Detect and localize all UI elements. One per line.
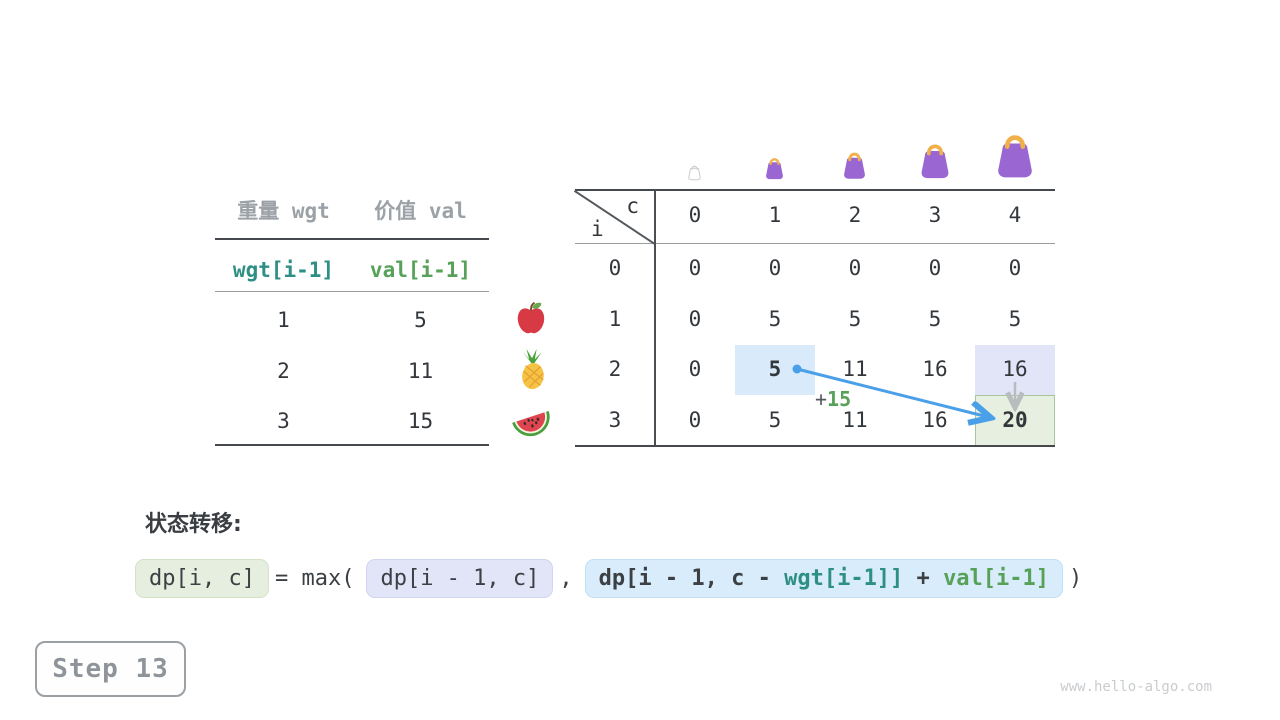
dp-row-0: 0 0 0 0 0 0 (575, 243, 1055, 294)
state-transition-formula: dp[i, c] = max( dp[i - 1, c] , dp[i - 1,… (135, 559, 1088, 598)
item-table-rule-bottom (215, 444, 489, 446)
step-badge: Step 13 (35, 641, 186, 697)
dp-table-rule-header (575, 242, 1055, 244)
col-header: 3 (928, 203, 942, 227)
item-row-2: 2 11 (215, 356, 489, 386)
dp-cell: 5 (768, 408, 782, 433)
formula-arg2-box: dp[i - 1, c - wgt[i-1]] + val[i-1] (584, 559, 1064, 598)
handbag-icon (921, 144, 949, 179)
val-index-label: val[i-1] (369, 258, 472, 282)
watermelon-icon (512, 410, 550, 437)
diagonal-line (574, 190, 656, 245)
formula-separator: , (559, 566, 573, 591)
handbag-icon (844, 152, 865, 179)
item-3-weight: 3 (277, 409, 290, 433)
pineapple-icon (522, 348, 544, 390)
formula-operator: = max( (274, 566, 355, 591)
dp-cell: 5 (848, 306, 862, 331)
formula-arg1-box: dp[i - 1, c] (366, 559, 554, 598)
dp-cell: 0 (688, 306, 702, 331)
row-label: 2 (608, 357, 622, 382)
item-1-value: 5 (414, 308, 427, 332)
arg2-plus: + (903, 566, 944, 591)
apple-icon (517, 301, 545, 334)
col-header: 2 (848, 203, 862, 227)
dp-cell-source-blue: 5 (768, 357, 782, 382)
item-table-rule-top (215, 238, 489, 240)
row-label: 0 (608, 256, 622, 281)
dp-table-vline (654, 190, 656, 445)
item-3-value: 15 (407, 409, 434, 433)
watermark: www.hello-algo.com (1060, 679, 1212, 695)
row-label: 3 (608, 408, 622, 433)
arg2-prefix: dp[i - 1, c - (598, 566, 785, 591)
arg2-wgt-term: wgt[i-1]] (784, 566, 904, 591)
dp-corner-cell: c i (574, 190, 656, 245)
item-1-weight: 1 (277, 308, 290, 332)
arg2-val-term: val[i-1] (943, 566, 1050, 591)
handbag-icon (766, 158, 783, 180)
dp-cell: 5 (928, 306, 942, 331)
col-header: 4 (1008, 203, 1022, 227)
dp-row-1: 1 0 5 5 5 5 (575, 294, 1055, 345)
col-header: 0 (688, 203, 702, 227)
item-2-weight: 2 (277, 359, 290, 383)
ghost-handbag-icon (688, 165, 701, 181)
formula-lhs-box: dp[i, c] (135, 559, 269, 598)
dp-table-body: 0 0 0 0 0 0 1 0 5 5 5 5 2 0 5 11 16 16 3… (575, 243, 1055, 445)
plus-sign: + (815, 387, 828, 411)
formula-closing-paren: ) (1069, 566, 1083, 591)
row-label: 1 (608, 306, 622, 331)
col-header: 1 (768, 203, 782, 227)
dp-cell: 0 (928, 256, 942, 281)
dp-cell-source-lavender: 16 (1002, 357, 1028, 382)
dp-table-rule-bottom (575, 445, 1055, 447)
dp-cell: 16 (922, 408, 948, 433)
item-table-header-value: 价值 val (374, 199, 467, 223)
handbag-icon (998, 135, 1032, 178)
item-table-rule-mid (215, 291, 489, 292)
item-row-1: 1 5 (215, 305, 489, 335)
col-variable-label: c (626, 194, 639, 218)
dp-cell: 5 (1008, 306, 1022, 331)
dp-cell: 0 (688, 357, 702, 382)
dp-table-header: c i 0 1 2 3 4 (574, 190, 1055, 245)
dp-cell: 0 (688, 256, 702, 281)
dp-cell: 5 (768, 306, 782, 331)
dp-cell: 0 (848, 256, 862, 281)
row-variable-label: i (591, 217, 604, 241)
wgt-index-label: wgt[i-1] (232, 258, 335, 282)
item-table-index-row: wgt[i-1] val[i-1] (215, 255, 489, 285)
item-table-header: 重量 wgt 价值 val (215, 196, 489, 226)
dp-cell: 0 (688, 408, 702, 433)
plus-value-annotation: +15 (815, 387, 851, 411)
item-row-3: 3 15 (215, 406, 489, 436)
dp-cell-target-green: 20 (1002, 408, 1028, 433)
dp-table-rule-top (575, 188, 1055, 191)
dp-cell: 0 (1008, 256, 1022, 281)
dp-cell: 11 (842, 408, 868, 433)
dp-cell: 16 (922, 357, 948, 382)
dp-cell: 0 (768, 256, 782, 281)
added-value: 15 (827, 387, 852, 411)
dp-cell: 11 (842, 357, 868, 382)
state-transition-label: 状态转移: (145, 512, 242, 537)
item-2-value: 11 (407, 359, 434, 383)
item-table-header-weight: 重量 wgt (237, 199, 330, 223)
